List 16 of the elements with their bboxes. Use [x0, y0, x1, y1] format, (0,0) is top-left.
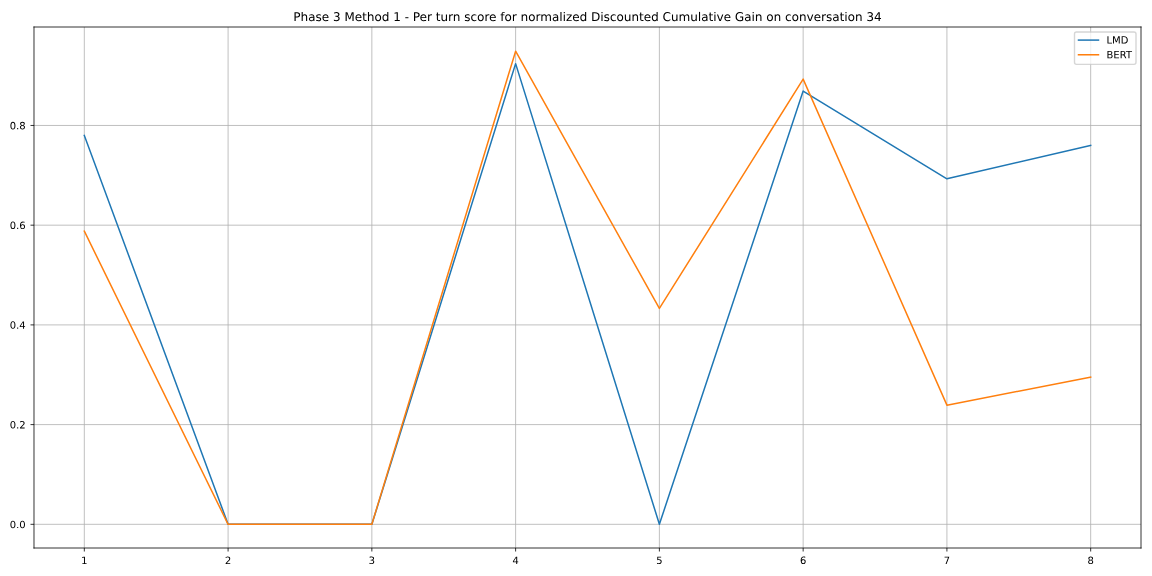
x-tick-label: 2	[225, 556, 231, 564]
x-tick-label: 8	[1088, 556, 1094, 565]
x-tick-label: 6	[800, 556, 806, 565]
chart-title: Phase 3 Method 1 - Per turn score for normalized Discounted Cumulative Gain on conversation 34	[294, 11, 882, 22]
x-tick-label: 4	[512, 556, 519, 564]
y-tick-label: 0.0	[10, 520, 25, 529]
y-tick-label: 0.8	[10, 121, 25, 130]
x-tick-label: 7	[944, 556, 950, 564]
y-tick-label: 0.6	[10, 221, 26, 230]
legend-label: BERT	[1107, 50, 1133, 59]
y-tick-label: 0.2	[10, 420, 25, 429]
y-tick-label: 0.4	[10, 321, 26, 329]
x-tick-label: 3	[369, 556, 375, 565]
x-tick-label: 5	[656, 556, 662, 565]
legend-label: LMD	[1107, 36, 1128, 44]
x-tick-label: 1	[82, 556, 87, 564]
